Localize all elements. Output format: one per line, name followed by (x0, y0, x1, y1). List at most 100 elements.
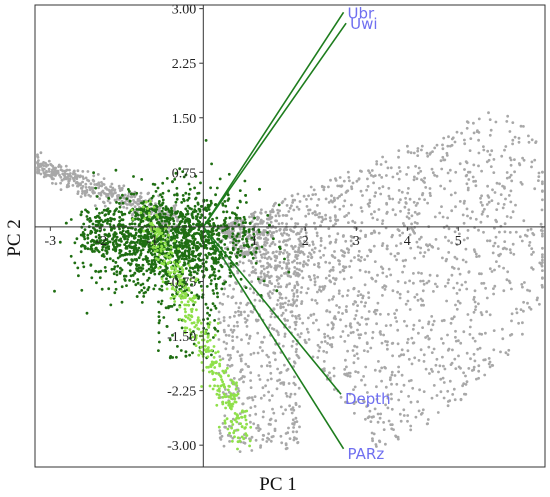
data-point (194, 344, 198, 347)
data-point (183, 250, 187, 254)
data-point (176, 345, 179, 348)
data-point (112, 267, 116, 271)
data-point (231, 339, 235, 342)
data-point (169, 296, 173, 300)
data-point (40, 163, 44, 167)
data-point (288, 395, 292, 399)
data-point (116, 256, 120, 260)
data-point (181, 247, 184, 250)
data-point (87, 179, 91, 183)
data-point (231, 347, 235, 350)
data-point (139, 266, 143, 270)
data-point (478, 332, 482, 336)
data-point (206, 335, 210, 339)
data-point (186, 300, 190, 304)
data-point (192, 276, 196, 279)
data-point (390, 342, 394, 345)
data-point (461, 258, 465, 262)
data-point (472, 121, 475, 125)
data-point (497, 264, 501, 268)
data-point (442, 396, 446, 400)
data-point (84, 176, 88, 180)
data-point (447, 278, 450, 282)
data-point (187, 229, 191, 232)
data-point (92, 174, 96, 178)
data-point (59, 181, 62, 185)
data-point (377, 208, 381, 211)
data-point (83, 247, 87, 250)
data-point (431, 323, 435, 327)
data-point (319, 236, 323, 240)
data-point (379, 163, 383, 166)
data-point (81, 192, 84, 195)
data-point (416, 298, 420, 302)
data-point (488, 239, 492, 243)
data-point (161, 280, 165, 284)
data-point (387, 267, 391, 271)
data-point (258, 346, 262, 349)
data-point (423, 251, 427, 254)
data-point (199, 258, 203, 262)
data-point (293, 198, 297, 202)
data-point (229, 356, 233, 360)
data-point (373, 194, 377, 198)
data-point (101, 189, 105, 193)
data-point (281, 302, 285, 306)
data-point (285, 228, 289, 232)
data-point (410, 226, 413, 230)
data-point (356, 304, 359, 307)
data-point (213, 203, 217, 207)
data-point (283, 249, 287, 252)
data-point (308, 275, 311, 279)
data-point (133, 241, 137, 245)
data-point (190, 259, 194, 262)
data-point (523, 281, 526, 284)
data-point (328, 376, 332, 380)
data-point (68, 168, 71, 172)
data-point (210, 279, 213, 282)
data-point (317, 215, 321, 219)
data-point (168, 273, 172, 276)
data-point (384, 285, 388, 288)
data-point (214, 193, 218, 197)
data-point (435, 357, 439, 361)
data-point (287, 267, 291, 271)
data-point (422, 282, 426, 286)
data-point (218, 364, 222, 368)
data-point (192, 270, 196, 274)
data-point (113, 209, 117, 213)
data-point (399, 390, 403, 393)
data-point (257, 245, 261, 249)
data-point (113, 217, 116, 221)
data-point (435, 174, 439, 178)
data-point (505, 176, 509, 180)
data-point (313, 277, 317, 280)
data-point (139, 191, 143, 195)
data-point (345, 214, 348, 217)
data-point (266, 378, 270, 382)
data-point (254, 412, 258, 416)
data-point (530, 160, 534, 164)
data-point (194, 197, 197, 201)
data-point (138, 195, 142, 198)
data-point (366, 350, 370, 353)
data-point (86, 170, 90, 173)
data-point (426, 201, 429, 205)
data-point (428, 273, 432, 277)
data-point (478, 346, 482, 350)
data-point (224, 247, 227, 250)
data-point (386, 406, 390, 410)
data-point (210, 369, 214, 373)
data-point (380, 379, 383, 383)
data-point (462, 371, 465, 375)
data-point (332, 366, 336, 370)
data-point (333, 198, 336, 202)
data-point (291, 430, 295, 434)
data-point (296, 231, 300, 235)
data-point (218, 321, 222, 325)
data-point (243, 441, 247, 445)
data-point (262, 279, 266, 283)
data-point (158, 216, 162, 220)
data-point (87, 186, 91, 189)
data-point (139, 241, 142, 245)
